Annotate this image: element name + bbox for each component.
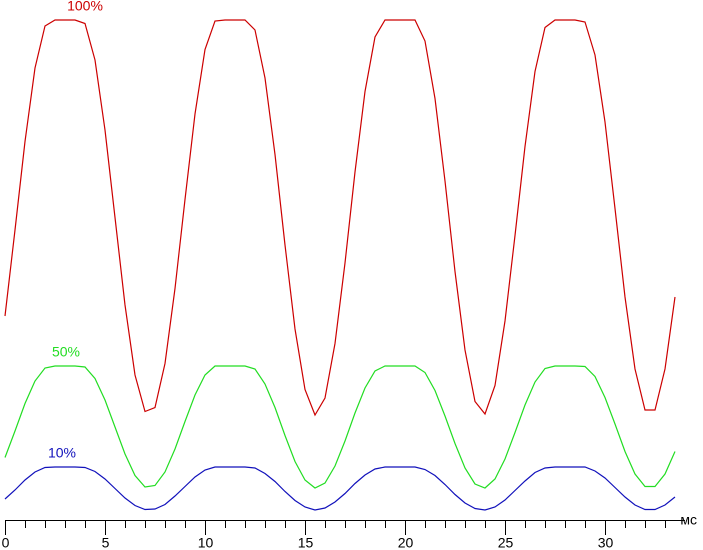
x-tick-label: 15 [298, 535, 314, 550]
x-tick-label: 0 [2, 535, 10, 550]
series-label: 10% [48, 445, 76, 461]
series-line [4, 466, 676, 511]
series-line [4, 19, 676, 417]
x-tick-label: 30 [598, 535, 614, 550]
series-label: 100% [67, 0, 103, 14]
x-tick-label: 5 [102, 535, 110, 550]
x-axis-label: мс [680, 512, 697, 528]
series-line [4, 365, 676, 489]
x-tick-label: 20 [398, 535, 414, 550]
series-label: 50% [52, 344, 80, 360]
x-tick-label: 10 [198, 535, 214, 550]
x-tick-label: 25 [498, 535, 514, 550]
